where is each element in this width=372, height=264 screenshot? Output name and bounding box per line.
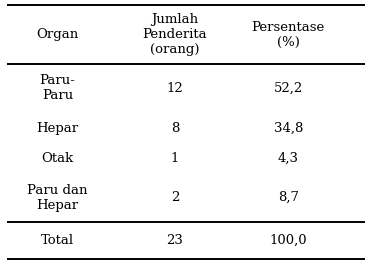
Text: 34,8: 34,8 xyxy=(274,121,303,135)
Text: 52,2: 52,2 xyxy=(274,82,303,95)
Text: 4,3: 4,3 xyxy=(278,152,299,165)
Text: 2: 2 xyxy=(171,191,179,204)
Text: Organ: Organ xyxy=(36,28,79,41)
Text: 100,0: 100,0 xyxy=(269,234,307,247)
Text: 8,7: 8,7 xyxy=(278,191,299,204)
Text: Jumlah
Penderita
(orang): Jumlah Penderita (orang) xyxy=(142,13,207,56)
Text: 12: 12 xyxy=(166,82,183,95)
Text: Otak: Otak xyxy=(42,152,74,165)
Text: 23: 23 xyxy=(166,234,183,247)
Text: 1: 1 xyxy=(171,152,179,165)
Text: 8: 8 xyxy=(171,121,179,135)
Text: Total: Total xyxy=(41,234,74,247)
Text: Paru dan
Hepar: Paru dan Hepar xyxy=(28,184,88,212)
Text: Hepar: Hepar xyxy=(36,121,79,135)
Text: Persentase
(%): Persentase (%) xyxy=(252,21,325,49)
Text: Paru-
Paru: Paru- Paru xyxy=(40,74,76,102)
